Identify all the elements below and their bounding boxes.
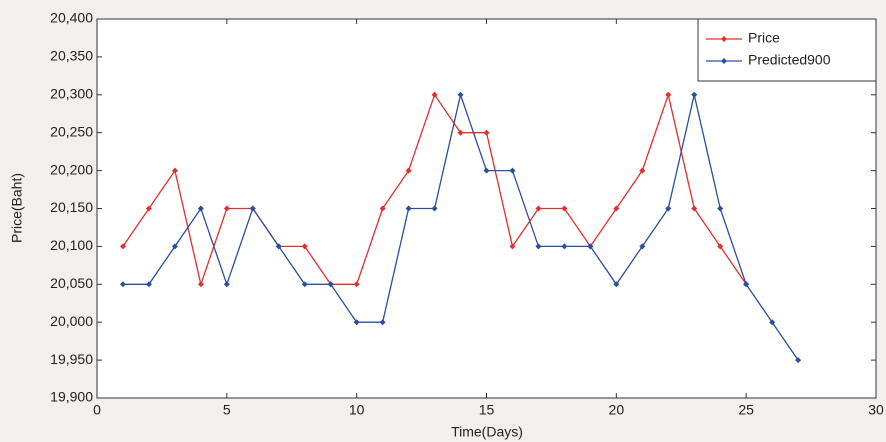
x-tick-label: 20 <box>609 402 625 418</box>
legend-box <box>697 18 877 82</box>
y-tick-label: 20,000 <box>50 313 93 329</box>
marker <box>639 167 646 174</box>
marker <box>145 281 152 288</box>
x-tick-label: 25 <box>738 402 754 418</box>
marker <box>561 243 568 250</box>
x-tick-label: 10 <box>349 402 365 418</box>
marker <box>587 243 594 250</box>
marker <box>171 167 178 174</box>
marker <box>717 205 724 212</box>
legend-marker <box>721 36 727 42</box>
marker <box>145 205 152 212</box>
y-tick-label: 19,950 <box>50 351 93 367</box>
y-tick-label: 20,100 <box>50 237 93 253</box>
legend-marker <box>721 58 727 64</box>
x-tick-label: 15 <box>479 402 495 418</box>
marker <box>639 243 646 250</box>
marker <box>691 205 698 212</box>
marker <box>743 281 750 288</box>
legend-label: Predicted900 <box>748 52 831 68</box>
x-tick-label: 30 <box>868 402 884 418</box>
marker <box>379 205 386 212</box>
marker <box>353 281 360 288</box>
marker <box>119 281 126 288</box>
y-tick-label: 20,300 <box>50 86 93 102</box>
y-tick-label: 20,150 <box>50 199 93 215</box>
marker <box>275 243 282 250</box>
marker <box>613 205 620 212</box>
marker <box>197 281 204 288</box>
y-tick-label: 20,050 <box>50 275 93 291</box>
marker <box>483 129 490 136</box>
y-axis-label: Price(Baht) <box>9 173 25 243</box>
marker <box>197 205 204 212</box>
marker <box>535 243 542 250</box>
y-tick-label: 20,400 <box>50 10 93 26</box>
marker <box>535 205 542 212</box>
marker <box>405 205 412 212</box>
marker <box>717 243 724 250</box>
y-tick-label: 19,900 <box>50 389 93 405</box>
marker <box>223 281 230 288</box>
marker <box>509 243 516 250</box>
marker <box>691 91 698 98</box>
x-tick-label: 5 <box>223 402 231 418</box>
marker <box>483 167 490 174</box>
y-tick-label: 20,200 <box>50 161 93 177</box>
marker <box>457 129 464 136</box>
marker <box>431 205 438 212</box>
marker <box>379 319 386 326</box>
marker <box>769 319 776 326</box>
marker <box>301 281 308 288</box>
marker <box>665 91 672 98</box>
legend-label: Price <box>748 30 780 46</box>
marker <box>327 281 334 288</box>
y-tick-label: 20,250 <box>50 123 93 139</box>
marker <box>353 319 360 326</box>
x-axis-label: Time(Days) <box>451 424 523 440</box>
marker <box>249 205 256 212</box>
marker <box>457 91 464 98</box>
marker <box>301 243 308 250</box>
marker <box>405 167 412 174</box>
marker <box>119 243 126 250</box>
x-tick-label: 0 <box>93 402 101 418</box>
marker <box>171 243 178 250</box>
y-tick-label: 20,350 <box>50 48 93 64</box>
marker <box>561 205 568 212</box>
marker <box>509 167 516 174</box>
marker <box>223 205 230 212</box>
marker <box>665 205 672 212</box>
marker <box>431 91 438 98</box>
marker <box>795 357 802 364</box>
marker <box>613 281 620 288</box>
